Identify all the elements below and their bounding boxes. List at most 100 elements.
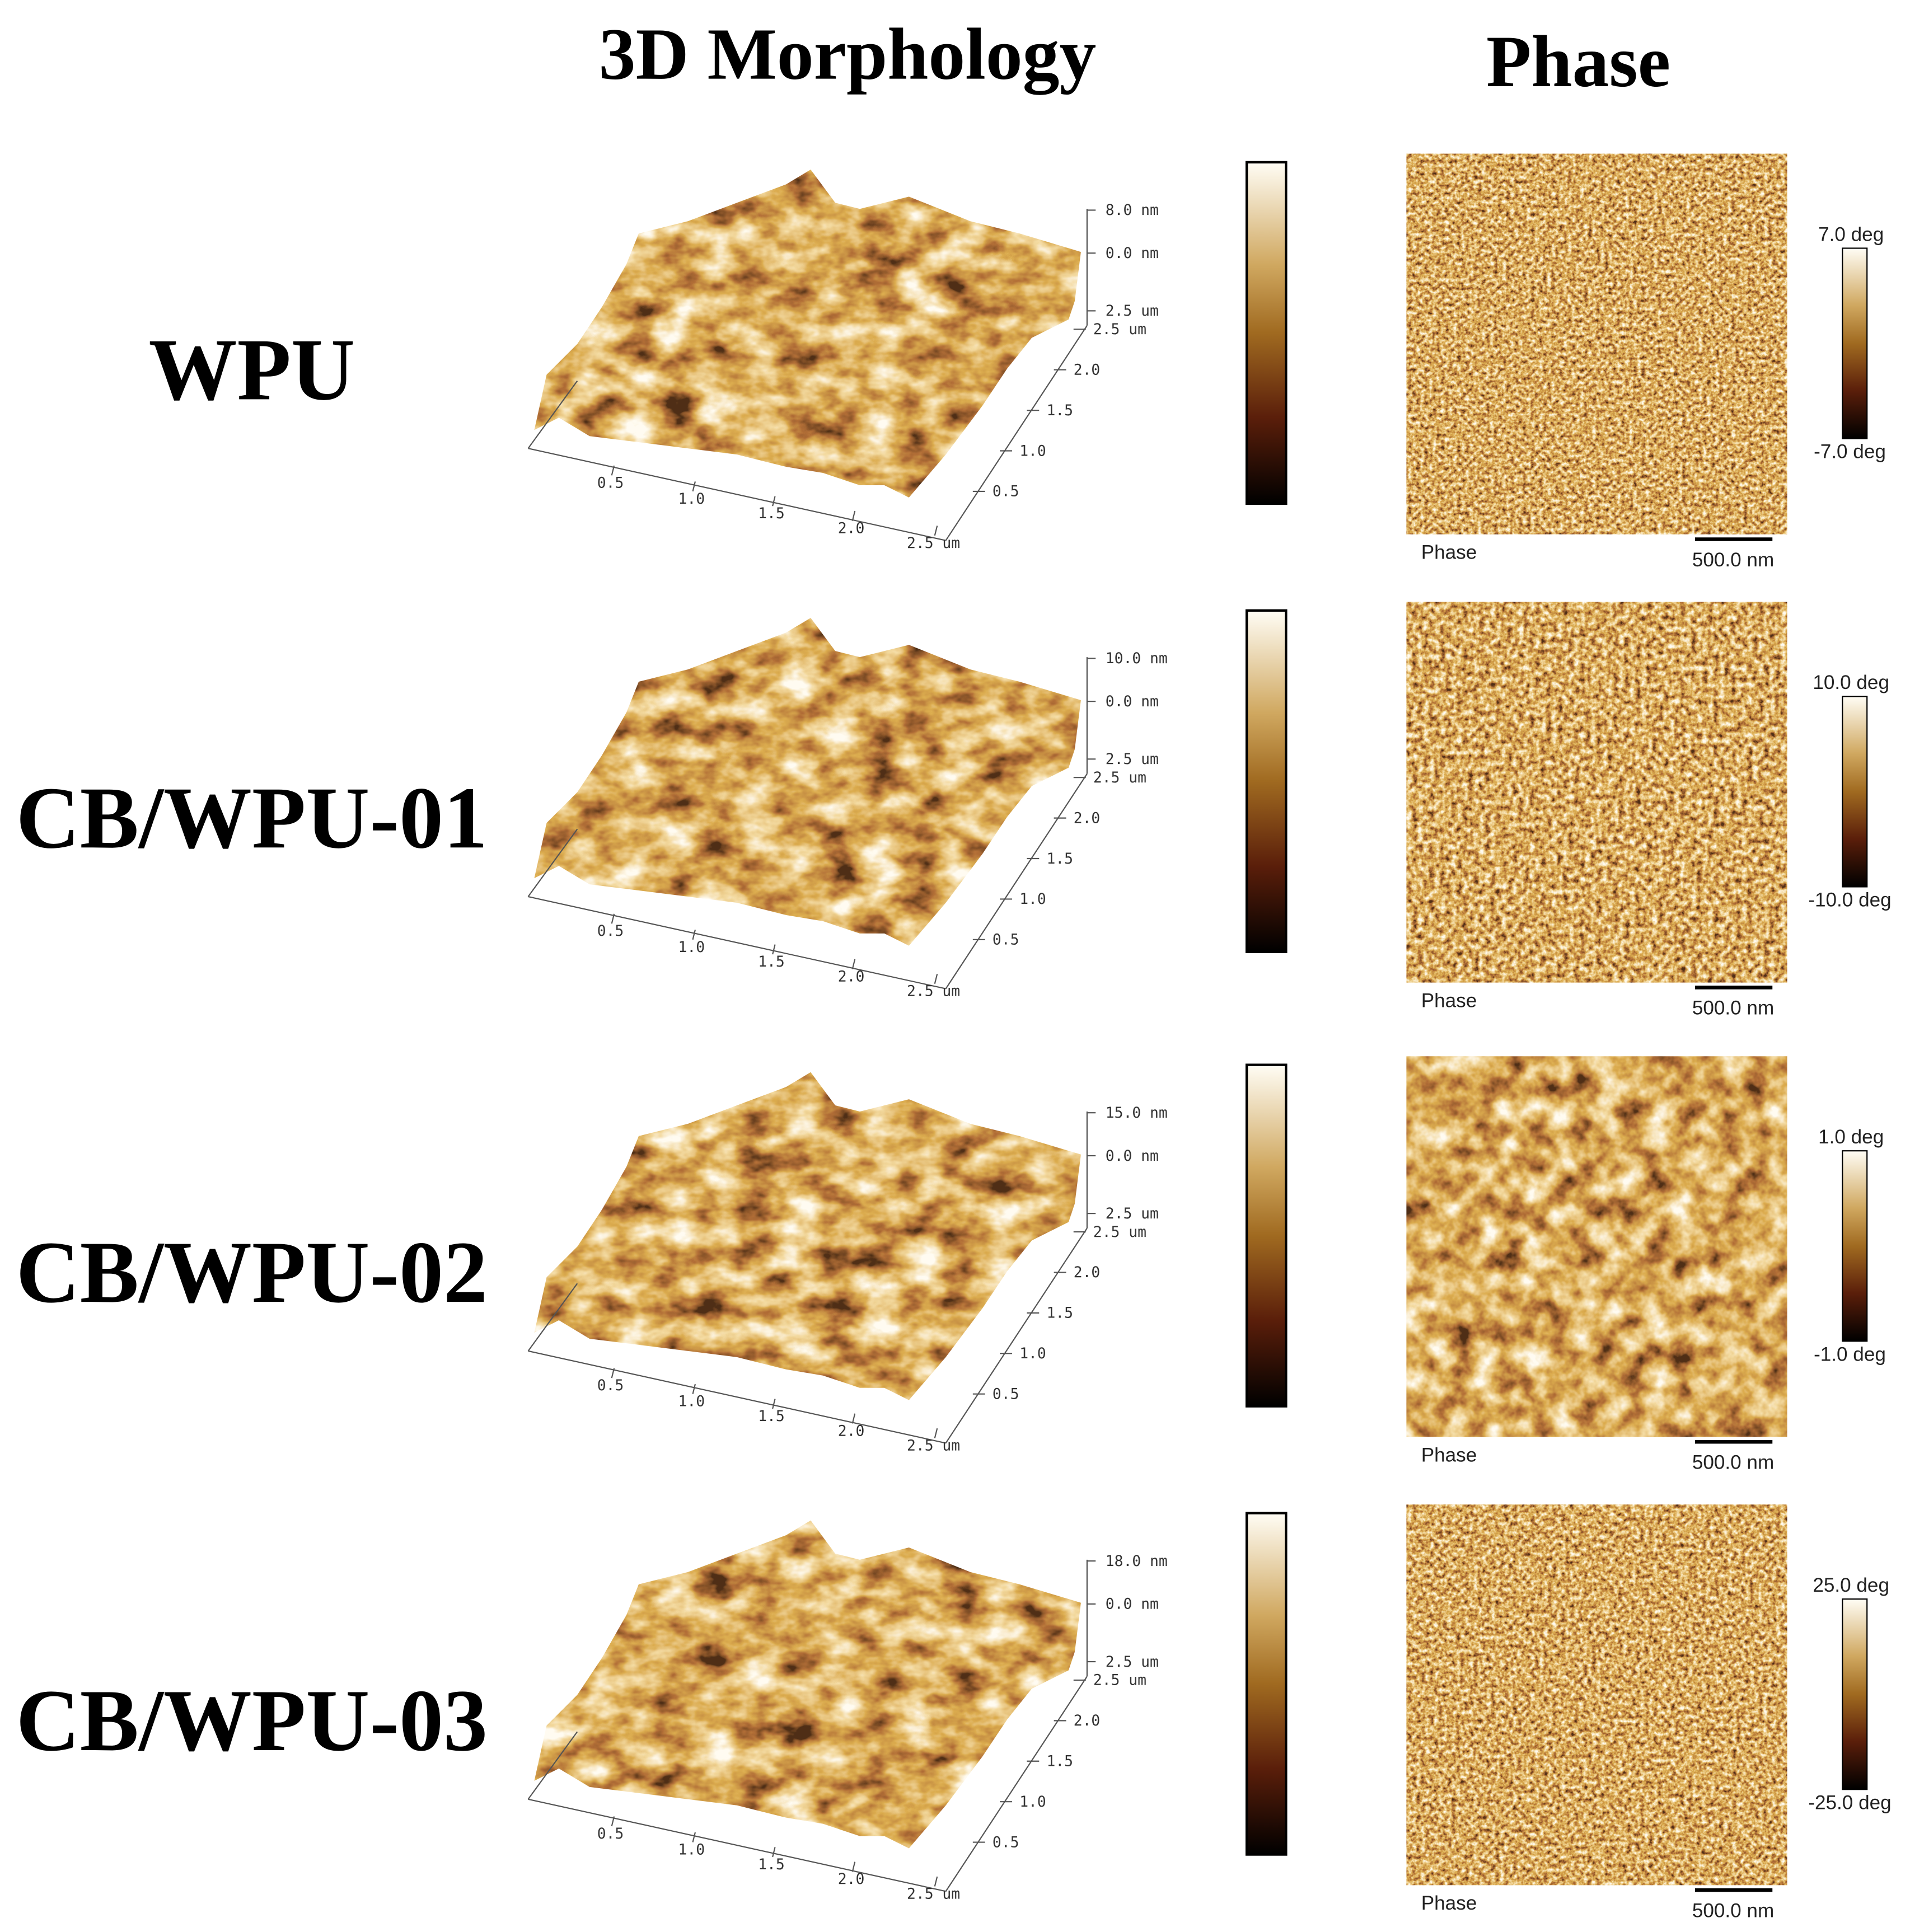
y-tick-label: 2.5 um (1093, 1224, 1146, 1241)
tick (851, 1861, 856, 1872)
tick (692, 1384, 696, 1394)
x-axis (528, 895, 946, 990)
x-axis (528, 448, 946, 541)
z-tick-label: 8.0 nm (1106, 202, 1159, 219)
y-tick-label: 2.5 um (1093, 770, 1146, 786)
x-axis (528, 1350, 946, 1444)
scale-bar-label: 500.0 nm (1692, 997, 1774, 1019)
phase-label: Phase (1421, 542, 1477, 564)
x-tick-label: 1.5 (758, 954, 785, 970)
scale-bar-label: 500.0 nm (1692, 549, 1774, 571)
y-tick-label: 1.5 (1046, 402, 1073, 419)
z-tick-label: 0.0 nm (1106, 245, 1159, 262)
tick (611, 1368, 615, 1378)
y-axis (945, 1227, 1088, 1444)
y-tick-label: 0.5 (993, 932, 1019, 949)
phase-max-label: 10.0 deg (1813, 672, 1889, 693)
phase-label: Phase (1421, 1892, 1477, 1914)
y-tick-label: 2.0 (1074, 810, 1101, 827)
row-label: CB/WPU-01 (16, 769, 488, 867)
x-tick-label: 1.5 (758, 1856, 785, 1873)
x-tick-label: 2.0 (838, 1423, 865, 1439)
y-tick-label: 1.5 (1046, 1753, 1073, 1770)
phase-min-label: -25.0 deg (1808, 1792, 1891, 1813)
tick (934, 1876, 938, 1887)
x-tick-label: 1.0 (678, 491, 705, 508)
x-tick-label: 1.0 (678, 1394, 705, 1410)
y-tick-label: 2.0 (1074, 362, 1101, 378)
phase-label: Phase (1421, 1444, 1477, 1466)
phase-max-label: 7.0 deg (1818, 223, 1884, 245)
phase-colorbar (1842, 1150, 1868, 1342)
z-tick-label: 2.5 um (1106, 751, 1159, 768)
y-tick-label: 1.0 (1019, 1794, 1046, 1811)
x-tick-label: 2.5 um (907, 1438, 960, 1455)
phase-colorbar (1842, 696, 1868, 888)
tick (851, 510, 856, 521)
x-tick-label: 0.5 (597, 475, 624, 491)
y-axis (945, 773, 1088, 990)
tick (772, 1847, 776, 1858)
y-tick-label: 2.0 (1074, 1264, 1101, 1281)
phase-colorbar (1842, 1598, 1868, 1790)
phase-min-label: -10.0 deg (1808, 889, 1891, 911)
tick (692, 930, 696, 940)
scale-bar-label: 500.0 nm (1692, 1452, 1774, 1474)
phase-image (1406, 153, 1787, 534)
phase-image (1406, 1056, 1787, 1437)
phase-min-label: -1.0 deg (1814, 1343, 1886, 1365)
tick (611, 465, 615, 476)
z-tick-label: 18.0 nm (1106, 1553, 1168, 1570)
row-label: CB/WPU-03 (16, 1672, 488, 1770)
row-label: CB/WPU-02 (16, 1223, 488, 1321)
z-tick-label: 0.0 nm (1106, 1596, 1159, 1613)
x-tick-label: 2.0 (838, 520, 865, 537)
y-tick-label: 0.5 (993, 1834, 1019, 1851)
row: WPU 0.5 1.0 1.5 2.0 2.5 um 0.5 1.0 1.5 2.0 2.5 um 8… (149, 153, 1886, 571)
z-tick-label: 0.0 nm (1106, 693, 1159, 710)
column-title: Phase (1486, 21, 1670, 102)
surface (534, 170, 1081, 498)
phase-min-label: -7.0 deg (1814, 441, 1886, 463)
colorbar (1245, 161, 1288, 505)
tick (934, 1428, 938, 1438)
y-axis (945, 1676, 1088, 1892)
colorbar (1245, 1512, 1288, 1856)
y-tick-label: 2.5 um (1093, 321, 1146, 338)
x-tick-label: 1.5 (758, 1408, 785, 1425)
scale-bar-label: 500.0 nm (1692, 1900, 1774, 1921)
y-tick-label: 1.5 (1046, 851, 1073, 867)
row-label: WPU (149, 321, 355, 419)
x-tick-label: 2.5 um (907, 535, 960, 552)
row: CB/WPU-02 0.5 1.0 1.5 2.0 2.5 um 0.5 1.0 1.5 2.0 2… (16, 1056, 1886, 1474)
phase-image (1406, 1504, 1787, 1886)
phase-max-label: 1.0 deg (1818, 1126, 1884, 1148)
y-tick-label: 0.5 (993, 484, 1019, 500)
x-axis-back (527, 380, 578, 449)
x-axis-back (527, 828, 578, 897)
x-axis-back (527, 1283, 578, 1352)
y-tick-label: 1.0 (1019, 1345, 1046, 1362)
tick (692, 1832, 696, 1842)
x-tick-label: 0.5 (597, 1826, 624, 1842)
y-tick-label: 1.0 (1019, 891, 1046, 908)
x-tick-label: 1.0 (678, 1842, 705, 1859)
x-tick-label: 0.5 (597, 1377, 624, 1394)
surface (534, 1072, 1081, 1400)
x-axis (528, 1798, 946, 1892)
y-axis (945, 325, 1088, 541)
row: CB/WPU-01 0.5 1.0 1.5 2.0 2.5 um 0.5 1.0 1.5 2.0 2… (16, 602, 1892, 1019)
tick (851, 1413, 856, 1424)
tick (692, 481, 696, 492)
z-tick-label: 10.0 nm (1106, 650, 1168, 667)
x-tick-label: 2.0 (838, 968, 865, 985)
phase-label: Phase (1421, 990, 1477, 1012)
x-tick-label: 2.5 um (907, 1886, 960, 1903)
y-tick-label: 2.0 (1074, 1713, 1101, 1729)
x-tick-label: 1.0 (678, 939, 705, 956)
tick (772, 1399, 776, 1409)
x-axis-back (527, 1731, 578, 1800)
y-tick-label: 1.0 (1019, 443, 1046, 459)
colorbar (1245, 609, 1288, 953)
